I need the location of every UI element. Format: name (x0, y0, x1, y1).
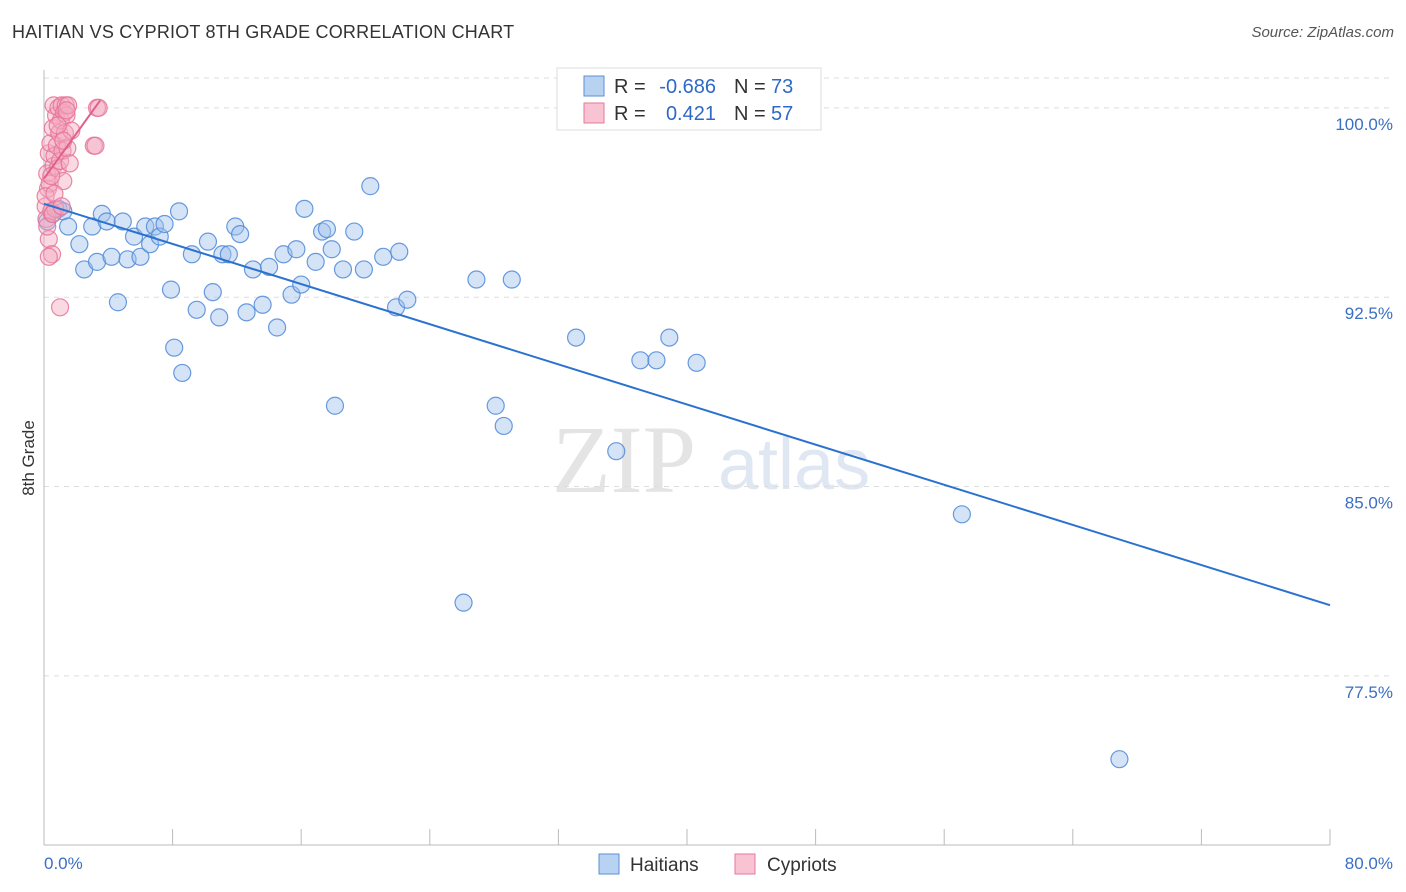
haitians-point (87, 252, 107, 271)
cypriots-point (54, 171, 73, 191)
cypriots-point (48, 116, 67, 135)
stats-swatch-haitians (583, 75, 605, 97)
haitians-point (155, 214, 174, 234)
stats-n-label-haitians: N = (734, 76, 766, 98)
cypriots-point (57, 101, 76, 120)
x-tick-label-max: 80.0% (1345, 854, 1393, 873)
cypriots-point (52, 197, 71, 216)
cypriots-trend-line (43, 99, 102, 180)
haitians-point (486, 396, 505, 415)
cypriots-point (39, 247, 58, 266)
haitians-point (219, 245, 238, 264)
stats-n-value-haitians: 73 (771, 76, 793, 98)
haitians-point (631, 351, 650, 370)
haitians-point (306, 252, 325, 271)
stats-r-value-haitians: -0.686 (659, 76, 716, 98)
haitians-point (1110, 750, 1129, 769)
stats-r-label-cypriots: R = (614, 103, 646, 125)
stats-box: R = -0.686 N = 73 R = 0.421 N = 57 (556, 67, 822, 131)
haitians-point (354, 260, 373, 279)
haitians-point (687, 353, 706, 372)
watermark-zip: ZIP (552, 406, 696, 513)
legend-swatch-cypriots (734, 853, 756, 875)
y-tick-label: 92.5% (1345, 304, 1393, 323)
gridlines (44, 77, 1392, 677)
haitians-point (566, 328, 586, 347)
stats-r-value-cypriots: 0.421 (666, 103, 716, 125)
haitians-point (161, 280, 181, 299)
haitians-point (173, 363, 192, 383)
haitians-point (108, 293, 128, 312)
legend: Haitians Cypriots (598, 853, 837, 876)
stats-swatch-cypriots (583, 102, 605, 124)
haitians-point (361, 177, 380, 196)
haitians-point (660, 328, 679, 347)
x-tick-label-min: 0.0% (44, 854, 83, 873)
haitians-point (317, 219, 337, 239)
haitians-point (267, 318, 287, 337)
cypriots-point (42, 245, 62, 264)
haitians-point (607, 442, 626, 461)
trend-lines (43, 99, 1331, 607)
haitians-point (312, 222, 332, 241)
haitians-point (467, 270, 486, 289)
cypriots-point (89, 98, 108, 117)
source-label: Source: ZipAtlas.com (1251, 24, 1394, 41)
cypriots-point (50, 298, 70, 317)
haitians-point (131, 247, 150, 266)
haitians-point (169, 202, 189, 221)
haitians-point (102, 247, 121, 266)
haitians-point (59, 217, 78, 236)
haitians-point (113, 212, 132, 231)
haitians-point (398, 290, 417, 309)
stats-r-label-haitians: R = (614, 76, 646, 98)
chart-title: HAITIAN VS CYPRIOT 8TH GRADE CORRELATION… (12, 22, 515, 42)
haitians-point (253, 295, 272, 314)
haitians-point (494, 416, 513, 436)
y-tick-label: 85.0% (1345, 494, 1393, 513)
y-axis-title: 8th Grade (19, 420, 38, 496)
legend-label-haitians: Haitians (630, 855, 699, 876)
haitians-point (140, 235, 160, 254)
haitians-point (259, 257, 279, 277)
haitians-point (333, 260, 353, 279)
stats-n-value-cypriots: 57 (771, 103, 793, 125)
cypriots-point (60, 154, 79, 173)
haitians-point (182, 245, 201, 264)
legend-label-cypriots: Cypriots (767, 855, 837, 876)
y-tick-label: 100.0% (1335, 115, 1393, 134)
haitians-point (187, 300, 206, 319)
haitians-point (295, 199, 314, 218)
cypriots-point (86, 136, 105, 155)
haitians-point (374, 247, 393, 266)
haitians-point (647, 351, 666, 370)
stats-n-label-cypriots: N = (734, 103, 766, 125)
haitians-point (454, 593, 473, 612)
haitians-point (231, 224, 250, 244)
haitians-point (70, 235, 89, 254)
data-points (36, 96, 1129, 769)
haitians-point (952, 505, 971, 524)
haitians-point (325, 396, 345, 415)
legend-swatch-haitians (598, 853, 620, 875)
cypriots-point (54, 131, 73, 150)
haitians-point (502, 270, 521, 289)
haitians-point (210, 308, 229, 327)
haitians-point (345, 222, 364, 241)
haitians-point (390, 242, 409, 261)
haitians-point (198, 232, 218, 251)
y-tick-labels: 77.5% 85.0% 92.5% 100.0% (1335, 115, 1393, 702)
x-ticks (43, 829, 1331, 845)
haitians-point (287, 240, 306, 259)
y-tick-label: 77.5% (1345, 683, 1393, 702)
haitians-trend-line (43, 202, 1331, 607)
haitians-point (322, 240, 341, 259)
haitians-point (237, 303, 256, 322)
haitians-point (165, 338, 184, 357)
haitians-point (203, 283, 222, 302)
